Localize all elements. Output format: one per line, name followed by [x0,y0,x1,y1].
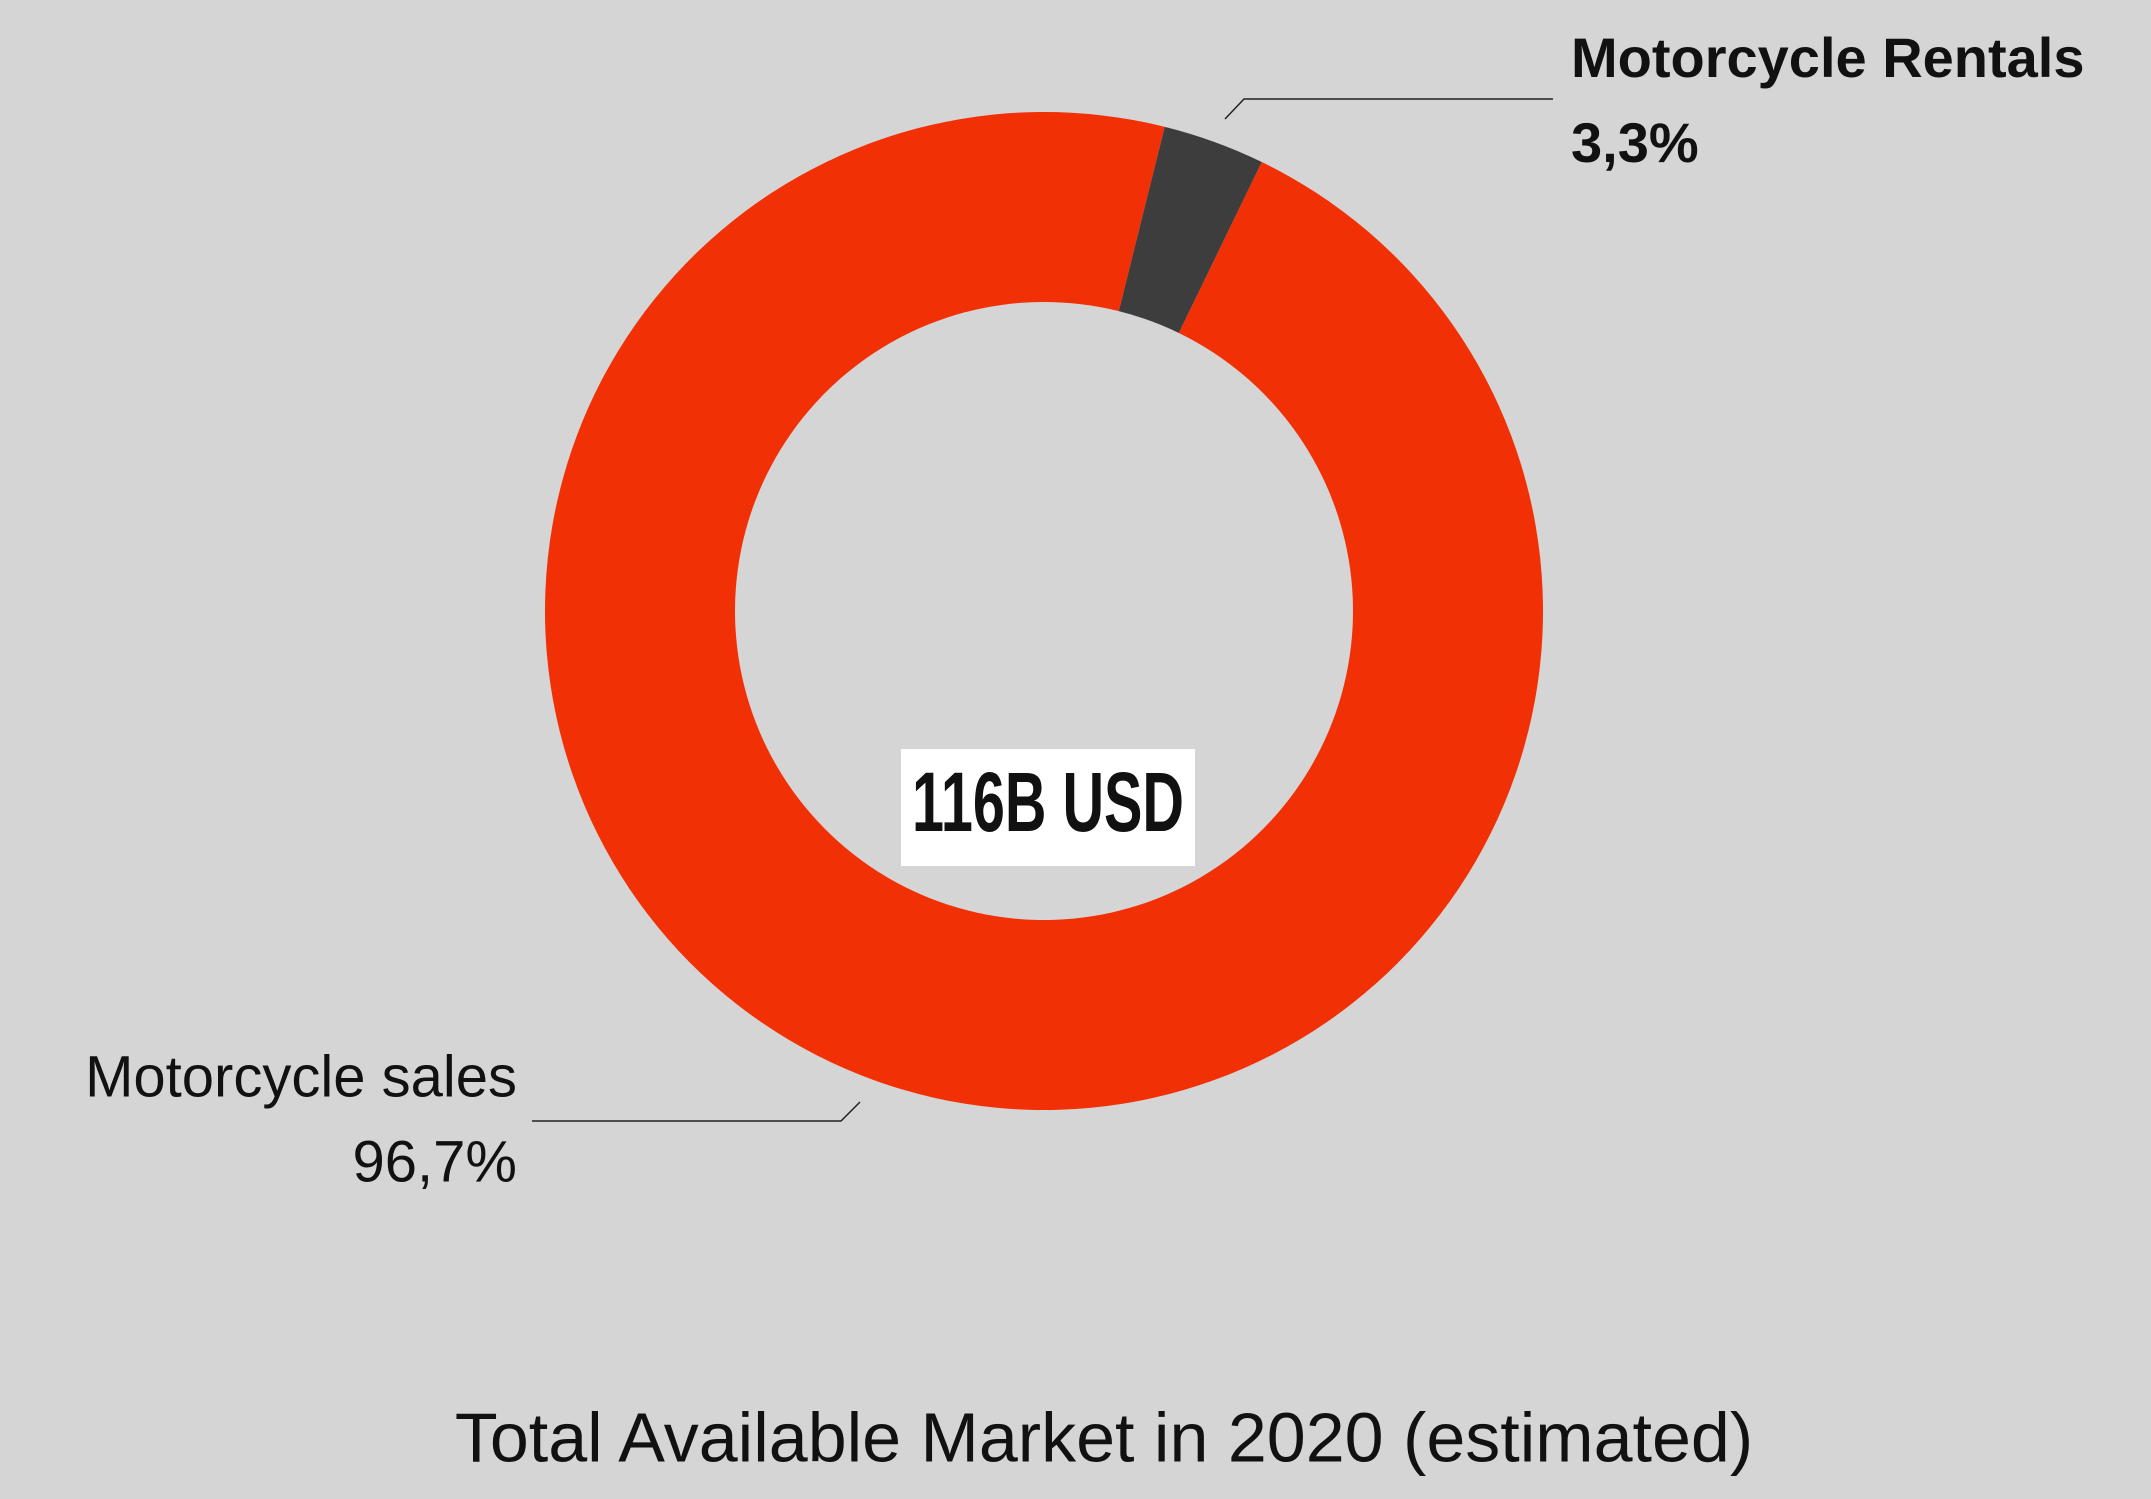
chart-title: Total Available Market in 2020 (estimate… [455,1398,1753,1476]
center-label-box [901,749,1195,866]
slice-value-label: 96,7% [353,1129,517,1194]
donut-slice [545,112,1543,1111]
slice-value-label: 3,3% [1571,111,1699,174]
slice-label: Motorcycle Rentals [1571,26,2085,89]
slice-label: Motorcycle sales [85,1044,517,1109]
leader-line [532,1101,861,1122]
leader-line [1224,98,1553,120]
center-label: 116B USD [912,755,1184,849]
donut-slice [1118,126,1262,333]
